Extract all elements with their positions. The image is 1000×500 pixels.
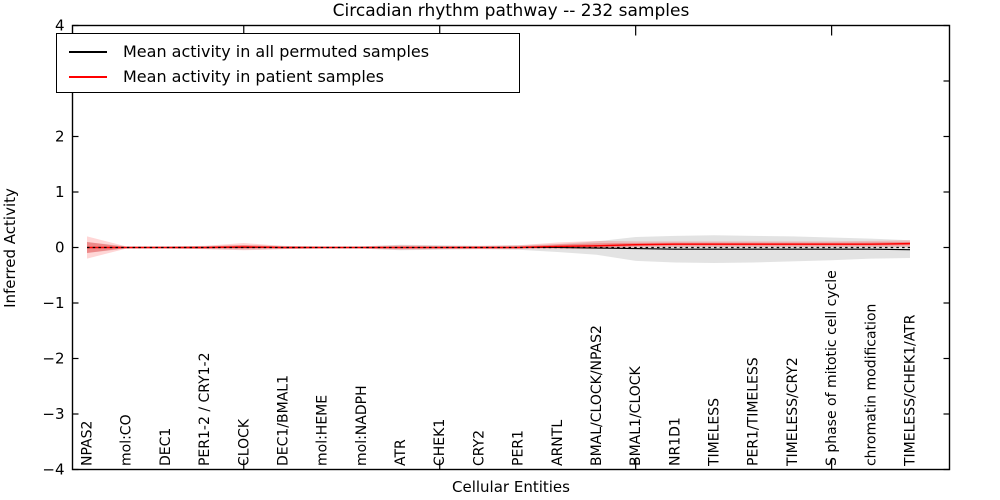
y-tick-label: −1 (42, 294, 64, 312)
x-category-label: DEC1/BMAL1 (275, 375, 291, 466)
y-tick-label: 4 (55, 17, 65, 35)
x-category-label: chromatin modification (863, 304, 879, 466)
legend-entry-patient: Mean activity in patient samples (69, 64, 519, 89)
y-tick-label: −2 (42, 350, 64, 368)
x-category-label: TIMELESS/CHEK1/ATR (903, 314, 919, 467)
x-category-label: mol:NADPH (354, 385, 370, 466)
x-category-label: ATR (393, 439, 409, 466)
x-category-label: mol:HEME (315, 395, 331, 466)
chart-title: Circadian rhythm pathway -- 232 samples (332, 1, 690, 21)
x-category-label: S phase of mitotic cell cycle (824, 270, 840, 466)
legend-label-permuted: Mean activity in all permuted samples (123, 42, 430, 61)
permuted-samples-std-band (87, 235, 910, 264)
x-category-label: CRY2 (471, 430, 487, 466)
x-category-label: PER1 (511, 430, 527, 466)
y-tick-label: 2 (55, 128, 65, 146)
x-category-label: BMAL1/CLOCK (628, 365, 644, 466)
y-tick-label: 1 (55, 183, 65, 201)
x-category-label: CLOCK (236, 418, 252, 466)
x-category-label: TIMELESS/CRY2 (785, 357, 801, 467)
x-category-label: DEC1 (158, 428, 174, 466)
x-category-label: ARNTL (550, 420, 566, 466)
patient-line-swatch (69, 75, 107, 78)
x-category-label: NPAS2 (80, 421, 96, 466)
y-tick-label: −3 (42, 405, 64, 423)
x-category-label: mol:CO (119, 414, 135, 466)
y-tick-label: −4 (42, 461, 64, 479)
x-category-label: CHEK1 (432, 419, 448, 466)
x-axis-label: Cellular Entities (452, 478, 570, 496)
x-category-label: PER1/TIMELESS (746, 357, 762, 466)
x-category-label: PER1-2 / CRY1-2 (197, 352, 213, 466)
legend-box: Mean activity in all permuted samples Me… (56, 33, 520, 93)
x-category-label: NR1D1 (667, 417, 683, 466)
x-category-label: TIMELESS (707, 398, 723, 467)
x-category-label: BMAL/CLOCK/NPAS2 (589, 325, 605, 466)
permuted-line-swatch (69, 50, 107, 53)
y-tick-label: 0 (55, 239, 65, 257)
legend-entry-permuted: Mean activity in all permuted samples (69, 39, 519, 64)
legend-label-patient: Mean activity in patient samples (123, 67, 384, 86)
